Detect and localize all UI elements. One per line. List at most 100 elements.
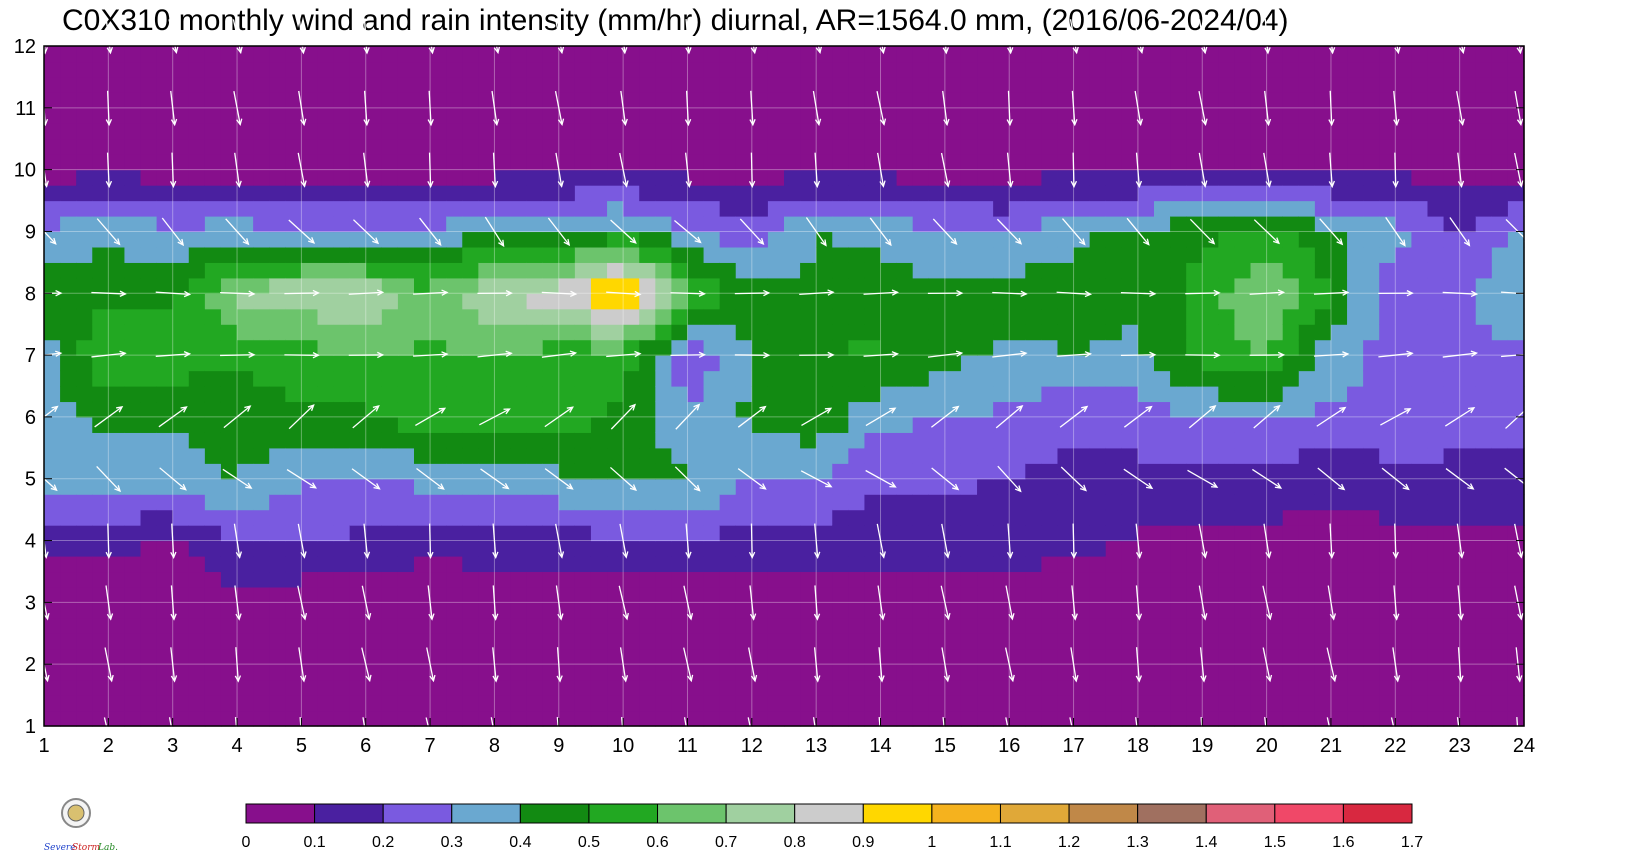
heatmap-cell xyxy=(1025,478,1042,495)
heatmap-cell xyxy=(623,494,640,511)
wind-arrow xyxy=(416,467,445,490)
heatmap-cell xyxy=(1427,169,1445,186)
heatmap-cell xyxy=(687,370,705,387)
wind-arrow-shaft xyxy=(1263,523,1270,558)
heatmap-cell xyxy=(76,370,93,387)
heatmap-cell xyxy=(349,138,367,155)
heatmap-cell xyxy=(1186,277,1203,294)
heatmap-cell xyxy=(1057,293,1075,310)
x-tick-label: 16 xyxy=(998,735,1020,757)
heatmap-cell xyxy=(1459,123,1477,140)
wind-arrow-shaft xyxy=(748,647,756,682)
heatmap-cell xyxy=(542,664,560,681)
heatmap-cell xyxy=(1025,525,1042,542)
heatmap-cell xyxy=(832,216,849,233)
heatmap-cell xyxy=(558,586,576,603)
heatmap-cell xyxy=(977,447,994,464)
heatmap-cell xyxy=(590,494,608,511)
heatmap-cell xyxy=(220,138,238,155)
heatmap-cell xyxy=(767,540,785,557)
wind-arrow-shaft xyxy=(799,291,834,295)
wind-arrows xyxy=(26,18,1537,753)
heatmap-cell xyxy=(896,355,914,372)
heatmap-cell xyxy=(1427,46,1445,63)
wind-arrow xyxy=(1120,351,1157,359)
heatmap-cell xyxy=(1459,710,1477,727)
wind-arrow-head xyxy=(1470,290,1479,298)
heatmap-cell xyxy=(1218,262,1236,279)
heatmap-cell xyxy=(574,540,592,557)
heatmap-cell xyxy=(1137,525,1155,542)
heatmap-cell xyxy=(1121,586,1139,603)
wind-arrow-shaft xyxy=(1007,19,1012,53)
heatmap-cell xyxy=(1137,355,1155,372)
heatmap-cell xyxy=(478,355,496,372)
heatmap-cell xyxy=(880,710,898,727)
heatmap-cell xyxy=(1041,447,1059,464)
x-axis: 1 2 3 4 5 6 7 8 9 10 11 12 13 14 15 16 17 18 19 20 21 22 23 24 xyxy=(38,718,1535,757)
heatmap-cell xyxy=(1057,138,1075,155)
heatmap-cell xyxy=(880,246,898,263)
heatmap-cell xyxy=(1282,386,1300,403)
heatmap-cell xyxy=(896,617,914,634)
wind-arrow xyxy=(1006,90,1013,127)
heatmap-cell xyxy=(1250,370,1268,387)
heatmap-cell xyxy=(60,556,77,573)
heatmap-cell xyxy=(944,509,962,526)
wind-arrow-shaft xyxy=(750,523,753,558)
heatmap-cell xyxy=(381,586,399,603)
heatmap-cell xyxy=(1202,216,1219,233)
heatmap-cell xyxy=(1475,138,1493,155)
heatmap-cell xyxy=(172,169,190,186)
heatmap-cell xyxy=(1475,185,1493,202)
wind-arrow xyxy=(484,216,505,248)
heatmap-cell xyxy=(655,710,672,727)
heatmap-cell xyxy=(1266,61,1284,78)
wind-arrow xyxy=(684,90,692,127)
heatmap-cell xyxy=(1443,695,1461,712)
heatmap-cell xyxy=(1154,200,1171,217)
heatmap-cell xyxy=(204,200,222,217)
heatmap-cell xyxy=(1282,277,1300,294)
wind-arrow-shaft xyxy=(940,585,950,620)
heatmap-cell xyxy=(430,509,447,526)
wind-arrow xyxy=(490,717,500,753)
heatmap-cell xyxy=(1234,246,1252,263)
heatmap-cell xyxy=(671,571,689,588)
wind-arrow-shaft xyxy=(814,152,818,187)
heatmap-cell xyxy=(1250,664,1268,681)
heatmap-cell xyxy=(832,169,849,186)
heatmap-cell xyxy=(542,262,560,279)
heatmap-cell xyxy=(494,648,512,665)
heatmap-cell xyxy=(671,401,689,418)
heatmap-cell xyxy=(462,447,479,464)
heatmap-cell xyxy=(1491,293,1509,310)
heatmap-cell xyxy=(349,123,367,140)
wind-arrow-head xyxy=(177,238,185,247)
heatmap-cell xyxy=(1427,633,1445,650)
wind-arrow xyxy=(555,152,564,188)
heatmap-cell xyxy=(1057,370,1075,387)
heatmap-cell xyxy=(172,447,190,464)
heatmap-cell xyxy=(864,293,882,310)
heatmap-cell xyxy=(1411,123,1429,140)
wind-arrow-head xyxy=(1020,290,1028,297)
heatmap-cell xyxy=(639,633,656,650)
heatmap-cell xyxy=(269,355,286,372)
heatmap-cell xyxy=(124,664,142,681)
wind-arrow xyxy=(865,407,897,427)
wind-arrow xyxy=(541,290,578,298)
wind-arrow-shaft xyxy=(492,647,497,682)
heatmap-cell xyxy=(301,46,319,63)
heatmap-cell xyxy=(1089,262,1107,279)
wind-arrow-head xyxy=(1020,350,1028,357)
heatmap-cell xyxy=(172,61,190,78)
heatmap-cell xyxy=(381,617,399,634)
heatmap-cell xyxy=(204,695,222,712)
heatmap-cell xyxy=(993,695,1010,712)
heatmap-cell xyxy=(542,617,560,634)
wind-arrow-head xyxy=(244,405,252,412)
wind-arrow xyxy=(298,19,306,55)
heatmap-cell xyxy=(204,447,222,464)
heatmap-cell xyxy=(124,169,142,186)
